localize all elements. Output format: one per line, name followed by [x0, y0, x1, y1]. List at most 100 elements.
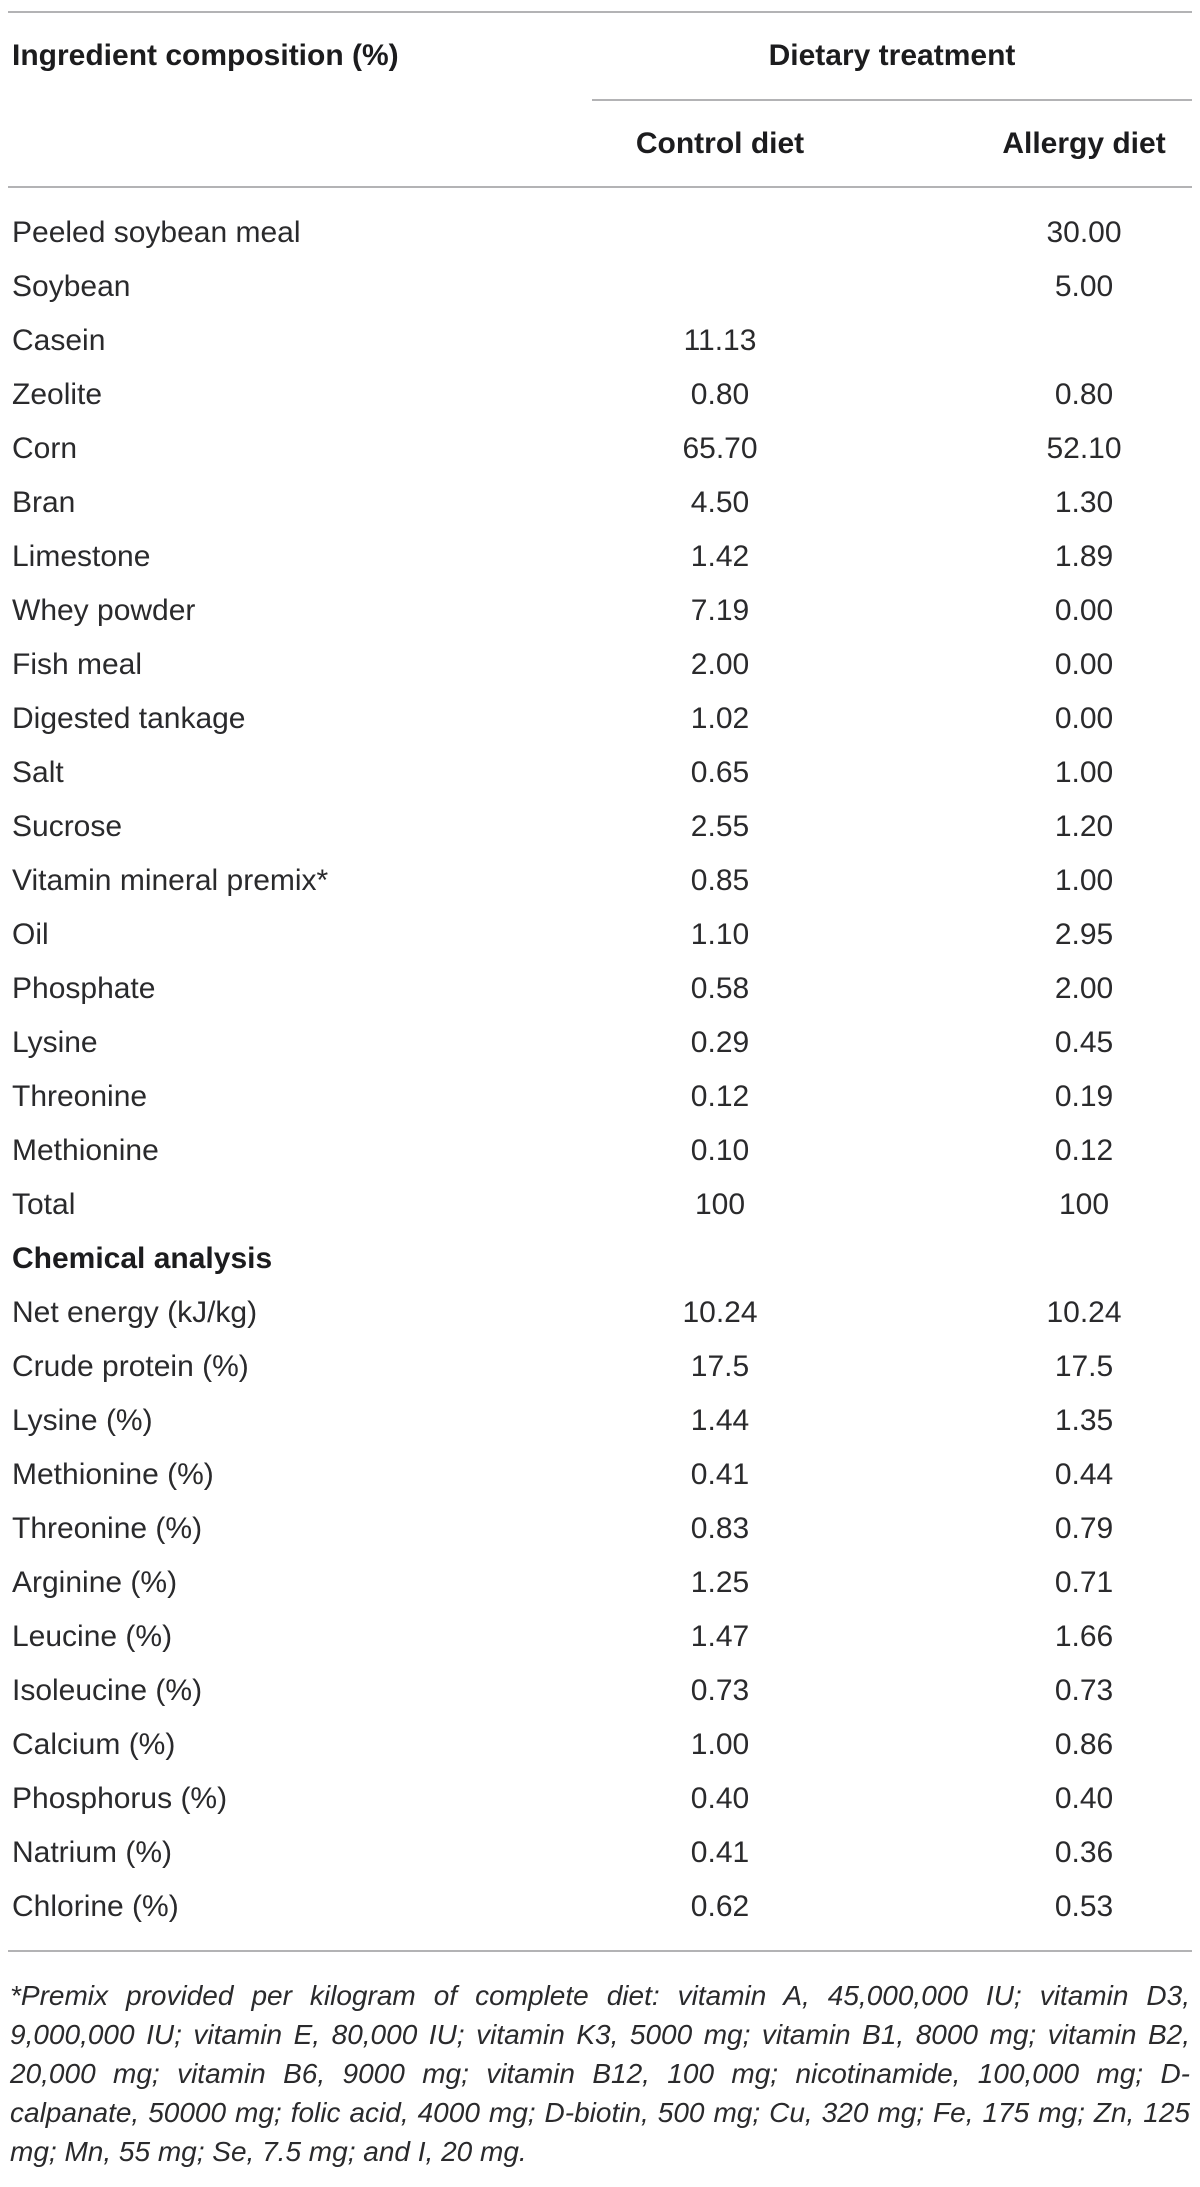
allergy-value: 2.00	[1054, 972, 1114, 1005]
allergy-value: 0.73	[1054, 1674, 1114, 1707]
control-value: 0.41	[690, 1836, 750, 1869]
row-label: Natrium (%)	[12, 1836, 173, 1869]
group-header-row: Ingredient composition (%) Dietary treat…	[8, 12, 1193, 188]
column-header-row: Control diet Allergy diet	[8, 100, 1193, 188]
table-row: Casein 11.13	[8, 314, 1192, 368]
allergy-value: 1.89	[1054, 540, 1114, 573]
control-diet-header: Control diet	[592, 100, 848, 188]
row-label: Net energy (kJ/kg)	[12, 1296, 258, 1329]
allergy-value: 1.20	[1054, 810, 1114, 843]
row-label: Peeled soybean meal	[12, 216, 301, 249]
allergy-value: 1.35	[1054, 1404, 1114, 1437]
diet-composition-table: Ingredient composition (%) Dietary treat…	[8, 11, 1193, 1952]
row-label: Methionine (%)	[12, 1458, 214, 1491]
row-label: Sucrose	[12, 810, 123, 843]
row-label: Corn	[12, 432, 78, 465]
row-label: Threonine	[12, 1080, 148, 1113]
control-value	[592, 187, 848, 260]
diet-table-container: Ingredient composition (%) Dietary treat…	[8, 11, 1193, 1952]
allergy-value: 1.00	[1054, 756, 1114, 789]
table-row: Phosphate 0.58 2.00	[8, 962, 1192, 1016]
control-value: 7.19	[690, 594, 750, 627]
allergy-value: 1.66	[1054, 1620, 1114, 1653]
allergy-value: 0.53	[848, 1880, 1193, 1952]
table-row: Zeolite 0.80 0.80	[8, 368, 1192, 422]
control-value: 1.10	[690, 918, 750, 951]
control-value: 11.13	[683, 324, 757, 357]
allergy-value: 10.24	[1046, 1296, 1122, 1329]
allergy-value: 0.79	[1054, 1512, 1114, 1545]
allergy-value: 1.30	[1054, 486, 1114, 519]
control-value: 100	[694, 1188, 746, 1221]
table-row: Leucine (%) 1.47 1.66	[8, 1610, 1192, 1664]
control-value: 0.40	[690, 1782, 750, 1815]
table-row: Total 100 100	[8, 1178, 1192, 1232]
allergy-value: 1.00	[1054, 864, 1114, 897]
control-value: 4.50	[690, 486, 750, 519]
premix-footnote: *Premix provided per kilogram of complet…	[10, 1980, 1190, 2167]
row-label: Digested tankage	[12, 702, 246, 735]
ingredient-composition-header: Ingredient composition (%)	[8, 12, 592, 188]
table-row: Crude protein (%) 17.5 17.5	[8, 1340, 1192, 1394]
allergy-value: 0.45	[1054, 1026, 1114, 1059]
table-row: Bran 4.50 1.30	[8, 476, 1192, 530]
allergy-value: 0.00	[1054, 594, 1114, 627]
chemical-analysis-header: Chemical analysis	[12, 1242, 273, 1275]
control-value	[592, 260, 848, 314]
table-row: Lysine (%) 1.44 1.35	[8, 1394, 1192, 1448]
dietary-treatment-group-header: Dietary treatment	[592, 12, 1193, 101]
allergy-value: 0.19	[1054, 1080, 1114, 1113]
allergy-value: 5.00	[1054, 270, 1114, 303]
control-value: 17.5	[690, 1350, 750, 1383]
table-row: Salt 0.65 1.00	[8, 746, 1192, 800]
row-label: Chlorine (%)	[8, 1880, 592, 1952]
control-value: 1.00	[690, 1728, 750, 1761]
table-row: Chlorine (%) 0.62 0.53	[8, 1880, 1193, 1952]
control-value: 2.55	[690, 810, 750, 843]
table-row: Limestone 1.42 1.89	[8, 530, 1192, 584]
allergy-value: 0.00	[1054, 648, 1114, 681]
control-value: 0.58	[690, 972, 750, 1005]
table-row: Soybean 5.00	[8, 260, 1192, 314]
control-value: 0.85	[690, 864, 750, 897]
row-label: Total	[12, 1188, 76, 1221]
row-label: Fish meal	[12, 648, 143, 681]
table-row: Arginine (%) 1.25 0.71	[8, 1556, 1192, 1610]
table-row: Whey powder 7.19 0.00	[8, 584, 1192, 638]
row-label: Arginine (%)	[12, 1566, 178, 1599]
row-label: Calcium (%)	[12, 1728, 176, 1761]
control-value: 2.00	[690, 648, 750, 681]
row-label: Isoleucine (%)	[12, 1674, 203, 1707]
allergy-value: 0.36	[1054, 1836, 1114, 1869]
control-value: 0.65	[690, 756, 750, 789]
row-label: Phosphate	[12, 972, 156, 1005]
control-value: 0.83	[690, 1512, 750, 1545]
table-row: Digested tankage 1.02 0.00	[8, 692, 1192, 746]
row-label: Soybean	[12, 270, 131, 303]
row-label: Crude protein (%)	[12, 1350, 249, 1383]
allergy-value: 100	[1058, 1188, 1110, 1221]
allergy-value: 30.00	[1046, 216, 1122, 249]
row-label: Threonine (%)	[12, 1512, 203, 1545]
row-label: Bran	[12, 486, 76, 519]
control-value: 0.12	[690, 1080, 750, 1113]
table-row: Peeled soybean meal 30.00	[8, 187, 1192, 260]
table-row: Fish meal 2.00 0.00	[8, 638, 1192, 692]
row-label: Vitamin mineral premix*	[12, 864, 329, 897]
control-value: 1.44	[690, 1404, 750, 1437]
table-body: Peeled soybean meal 30.00 Soybean 5.00 C…	[8, 187, 1193, 1952]
allergy-value: 0.44	[1054, 1458, 1114, 1491]
control-value: 0.10	[690, 1134, 750, 1167]
allergy-value: 0.40	[1054, 1782, 1114, 1815]
row-label: Phosphorus (%)	[12, 1782, 228, 1815]
allergy-value: 0.86	[1054, 1728, 1114, 1761]
table-row: Vitamin mineral premix* 0.85 1.00	[8, 854, 1192, 908]
section-header-row: Chemical analysis	[8, 1232, 1192, 1286]
table-header: Ingredient composition (%) Dietary treat…	[8, 12, 1193, 188]
control-value: 0.62	[592, 1880, 848, 1952]
row-label: Leucine (%)	[12, 1620, 173, 1653]
allergy-value: 52.10	[1046, 432, 1122, 465]
allergy-value: 0.71	[1054, 1566, 1114, 1599]
control-value: 1.02	[690, 702, 750, 735]
table-row: Sucrose 2.55 1.20	[8, 800, 1192, 854]
